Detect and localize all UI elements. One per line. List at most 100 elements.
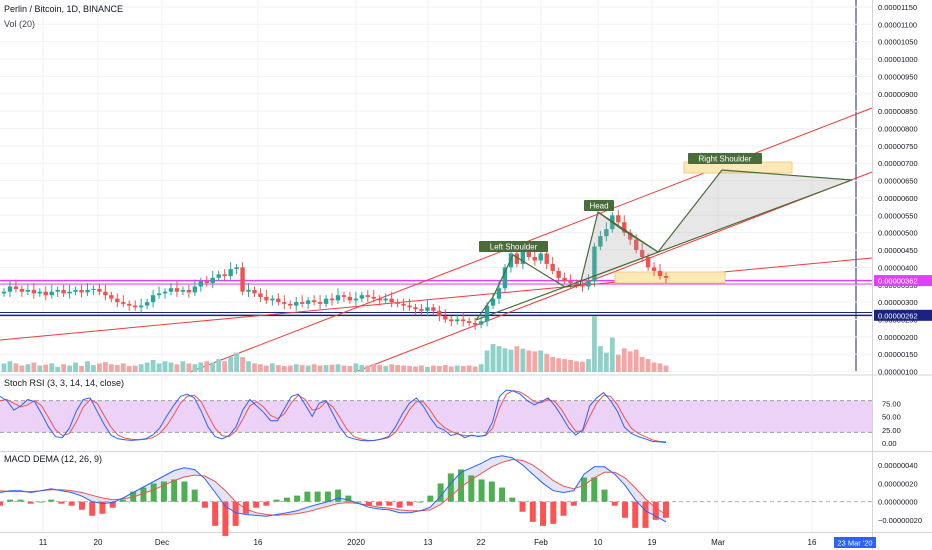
candle-body — [628, 232, 633, 240]
candle-body — [490, 298, 496, 306]
volume-bar — [359, 365, 365, 372]
macd-histogram-bar — [570, 501, 577, 506]
volume-bar — [562, 359, 568, 372]
volume-bar — [472, 366, 478, 372]
candle-body — [43, 291, 48, 296]
macd-histogram-bar — [17, 499, 24, 502]
candle-body — [496, 288, 502, 299]
macd-histogram-bar — [540, 501, 547, 526]
trend-line — [0, 257, 873, 341]
candle-body — [645, 256, 651, 268]
candle-body — [377, 298, 382, 301]
stoch-rsi-legend: Stoch RSI (3, 3, 14, 14, close) — [4, 378, 124, 388]
macd-histogram-bar — [376, 501, 383, 506]
macd-histogram-bar — [632, 501, 639, 528]
candle-body — [466, 321, 472, 323]
volume-bar — [97, 363, 102, 372]
price-tick-label: 0.00000400 — [878, 263, 918, 272]
volume-bar — [156, 363, 162, 372]
volume-bar — [490, 344, 496, 372]
candle-body — [419, 309, 424, 311]
candle-body — [121, 302, 126, 304]
pattern-label: Right Shoulder — [699, 155, 752, 164]
candle-body — [49, 291, 54, 296]
volume-legend: Vol (20) — [4, 19, 35, 29]
macd-histogram-bar — [458, 469, 465, 502]
candle-body — [383, 298, 388, 301]
macd-histogram-bar — [468, 475, 475, 502]
time-axis: 11 20 Dec 16 2020 13 22 Feb 10 19 Mar 16 23 Mar '20 — [39, 537, 876, 548]
volume-bar — [633, 349, 639, 372]
volume-bar — [210, 362, 216, 372]
volume-bar — [353, 363, 359, 372]
volume-bar — [395, 365, 401, 372]
volume-bar — [258, 364, 263, 372]
channel-line-lower — [354, 171, 873, 373]
macd-histogram-bar — [140, 487, 147, 502]
candle-body — [103, 291, 108, 296]
candle-body — [323, 298, 329, 304]
price-tick-label: 0.00000300 — [878, 298, 918, 307]
volume-bar — [61, 364, 67, 372]
volume-bar — [484, 350, 490, 372]
candle-body — [305, 300, 311, 304]
macd-histogram-bar — [365, 501, 372, 506]
candle-body — [550, 263, 555, 271]
candle-body — [246, 289, 251, 292]
volume-bar — [657, 363, 663, 372]
macd-line — [0, 455, 667, 523]
volume-bar — [556, 358, 562, 372]
volume-bar — [91, 365, 96, 372]
volume-bar — [43, 364, 49, 372]
volume-bar — [19, 365, 25, 372]
candle-body — [216, 274, 221, 278]
macd-histogram-bar — [345, 495, 352, 502]
supply-zone — [614, 271, 726, 284]
candle-body — [55, 289, 60, 292]
time-tick-label: 16 — [808, 538, 817, 547]
candle-body — [234, 267, 239, 270]
volume-bar — [281, 365, 287, 372]
price-tick-label: 0.00001150 — [878, 3, 917, 12]
candle-body — [455, 319, 460, 322]
macd-histogram-bar — [355, 501, 362, 503]
macd-pane — [0, 455, 872, 536]
volume-bar — [425, 366, 430, 372]
candle-body — [389, 298, 394, 303]
price-tick-label: 0.00000100 — [878, 368, 918, 377]
volume-bar — [317, 365, 323, 372]
volume-bar — [85, 361, 90, 372]
volume-bar — [329, 364, 335, 372]
macd-tick-label: 0.00000020 — [878, 479, 918, 488]
volume-bar — [401, 365, 406, 372]
candle-body — [228, 269, 233, 277]
volume-bar — [264, 365, 269, 372]
volume-bar — [204, 361, 210, 372]
price-tag — [874, 275, 932, 287]
candle-body — [562, 277, 567, 282]
candle-body — [240, 267, 245, 292]
macd-histogram-bar — [478, 479, 485, 502]
candle-body — [144, 302, 150, 306]
candle-body — [574, 283, 579, 285]
background-drawings — [0, 107, 873, 373]
candle-body — [276, 298, 281, 303]
candle-body — [437, 310, 442, 317]
volume-bar — [580, 361, 585, 372]
macd-histogram-bar — [427, 495, 434, 502]
volume-bar — [478, 364, 484, 372]
volume-bar — [508, 349, 514, 372]
volume-bar — [520, 348, 526, 372]
candle-body — [162, 291, 168, 294]
candle-body — [449, 319, 454, 322]
time-tick-label: Dec — [155, 538, 169, 547]
macd-histogram-bar — [437, 483, 444, 502]
candle-body — [639, 250, 645, 257]
candle-body — [598, 236, 603, 247]
volume-bar — [377, 365, 383, 372]
macd-signal-line — [0, 458, 667, 516]
volume-bar — [287, 365, 293, 372]
macd-histogram-bar — [37, 501, 44, 503]
macd-histogram-bar — [324, 491, 331, 502]
